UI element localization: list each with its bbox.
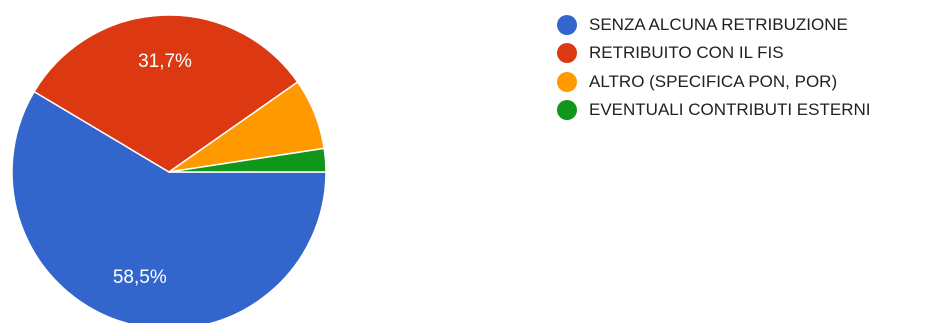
- pie-slice-senza-alcuna-retribuzione[interactable]: [11, 90, 327, 323]
- legend-item-senza-alcuna-retribuzione[interactable]: SENZA ALCUNA RETRIBUZIONE: [557, 12, 870, 37]
- legend-label: ALTRO (SPECIFICA PON, POR): [589, 71, 838, 91]
- legend: SENZA ALCUNA RETRIBUZIONE RETRIBUITO CON…: [557, 12, 870, 126]
- legend-label: SENZA ALCUNA RETRIBUZIONE: [589, 14, 848, 34]
- legend-swatch-green: [557, 100, 577, 120]
- slice-data-label: 58,5%: [113, 267, 167, 288]
- pie-slice-retribuito-con-il-fis[interactable]: [33, 14, 299, 173]
- legend-label: RETRIBUITO CON IL FIS: [589, 43, 784, 62]
- pie-slice-eventuali-contributi-esterni[interactable]: [168, 147, 327, 173]
- legend-label: EVENTUALI CONTRIBUTI ESTERNI: [589, 100, 871, 119]
- legend-swatch-blue: [557, 14, 577, 35]
- legend-item-eventuali-contributi-esterni[interactable]: EVENTUALI CONTRIBUTI ESTERNI: [557, 98, 870, 123]
- legend-swatch-orange: [557, 71, 577, 92]
- legend-item-altro[interactable]: ALTRO (SPECIFICA PON, POR): [557, 69, 870, 94]
- legend-item-retribuito-con-il-fis[interactable]: RETRIBUITO CON IL FIS: [557, 41, 870, 66]
- pie-chart: 58,5% 31,7%: [11, 14, 327, 323]
- legend-swatch-red: [557, 43, 577, 63]
- slice-data-label: 31,7%: [138, 51, 192, 72]
